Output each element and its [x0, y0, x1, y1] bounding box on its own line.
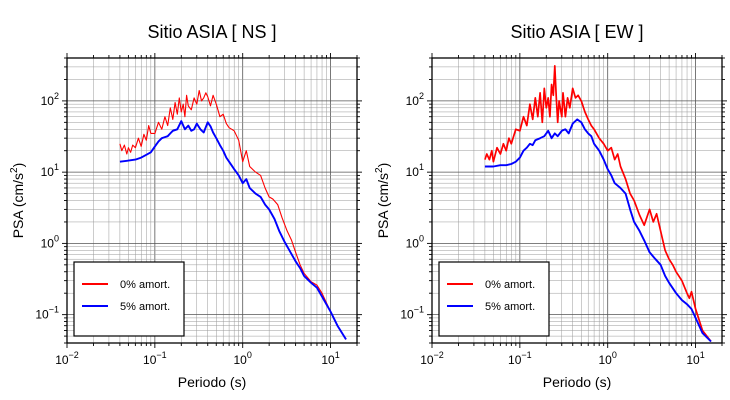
y-tick-label: 100: [406, 233, 424, 250]
panel-1: Sitio ASIA [ NS ] 10−2 10−1 100 101 10−1 100 10…: [9, 22, 362, 390]
chart-title: Sitio ASIA [ NS ]: [147, 22, 276, 42]
x-tick-label: 10−2: [420, 350, 444, 367]
panel-2: Sitio ASIA [ EW ] 10−2 10−1 100 101 10−1 100 10…: [374, 22, 727, 390]
axis-ticks: [62, 53, 362, 348]
series-lines: [484, 65, 712, 343]
y-tick-label: 101: [406, 162, 424, 179]
x-tick-label: 101: [321, 350, 339, 367]
legend: 0% amort. 5% amort.: [438, 261, 550, 337]
legend: 0% amort. 5% amort.: [73, 261, 185, 337]
x-tick-label: 10−2: [55, 350, 79, 367]
y-tick-label: 10−1: [400, 305, 424, 322]
series-line-undamped: [484, 65, 712, 343]
x-tick-label: 101: [686, 350, 704, 367]
series-line-damped: [119, 120, 347, 340]
y-tick-label: 102: [41, 91, 59, 108]
x-axis-label: Periodo (s): [178, 374, 246, 390]
series-lines: [119, 89, 347, 340]
series-line-damped: [484, 118, 712, 343]
y-tick-label: 102: [406, 91, 424, 108]
chart-title: Sitio ASIA [ EW ]: [510, 22, 643, 42]
y-axis-label: PSA (cm/s2): [374, 163, 391, 239]
legend-box: [438, 261, 550, 337]
x-tick-label: 100: [234, 350, 252, 367]
x-tick-label: 10−1: [143, 350, 167, 367]
y-tick-label: 100: [41, 233, 59, 250]
y-tick-label: 101: [41, 162, 59, 179]
x-tick-label: 10−1: [508, 350, 532, 367]
x-tick-label: 100: [599, 350, 617, 367]
y-axis-label: PSA (cm/s2): [9, 163, 26, 239]
axis-ticks: [427, 53, 727, 348]
legend-label: 5% amort.: [485, 301, 535, 313]
y-tick-label: 10−1: [35, 305, 59, 322]
legend-label: 0% amort.: [485, 279, 535, 291]
legend-box: [73, 261, 185, 337]
legend-label: 5% amort.: [120, 301, 170, 313]
series-line-undamped: [119, 89, 347, 340]
x-axis-label: Periodo (s): [543, 374, 611, 390]
legend-label: 0% amort.: [120, 279, 170, 291]
